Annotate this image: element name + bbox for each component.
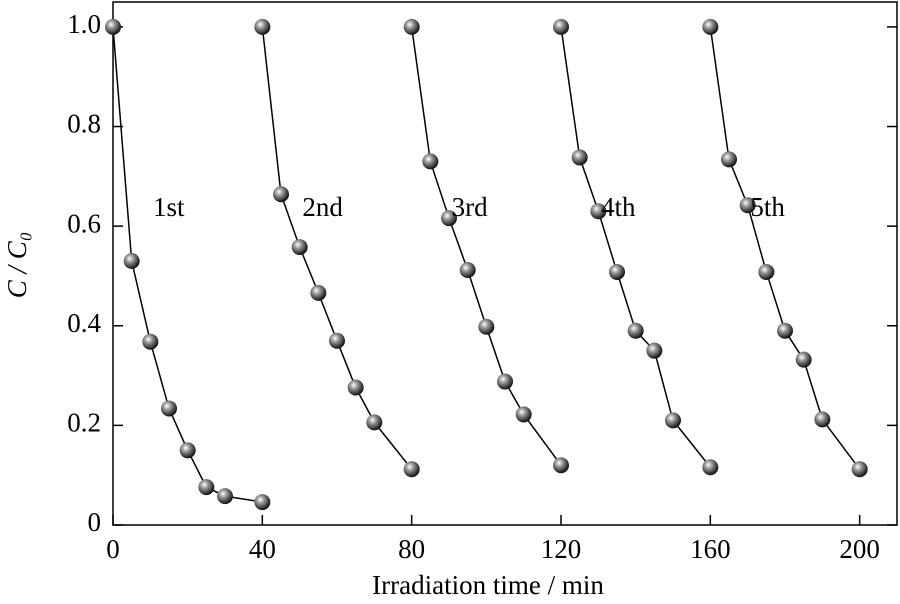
data-point	[739, 197, 756, 214]
data-point	[161, 400, 177, 417]
data-point	[777, 322, 793, 339]
data-point	[403, 461, 420, 478]
data-point	[347, 379, 364, 396]
data-point	[217, 488, 233, 505]
data-point	[310, 284, 327, 301]
data-point	[273, 186, 289, 203]
x-tick-label: 40	[249, 534, 276, 564]
series-label: 5th	[750, 192, 785, 222]
series-line	[261, 26, 413, 470]
y-tick-label: 0.2	[67, 408, 101, 438]
series-line	[709, 26, 861, 470]
y-tick-label: 0.8	[67, 109, 101, 139]
data-point	[553, 457, 569, 474]
data-point	[851, 461, 868, 478]
data-point	[665, 412, 681, 429]
data-point	[515, 406, 532, 423]
data-point	[646, 342, 663, 359]
data-point	[758, 263, 775, 280]
data-point	[254, 494, 271, 511]
data-point	[291, 239, 308, 256]
data-point	[627, 322, 644, 339]
data-point	[497, 373, 513, 390]
series-label: 3rd	[452, 192, 488, 222]
data-point	[441, 210, 457, 227]
data-point	[702, 18, 719, 35]
y-tick-label: 0.4	[67, 308, 101, 338]
data-point	[179, 442, 196, 459]
y-tick-label: 0.6	[67, 208, 101, 238]
data-point	[198, 479, 215, 496]
data-point	[571, 149, 588, 166]
plot-frame	[112, 1, 898, 526]
series-line	[410, 26, 562, 466]
y-tick-label: 0	[88, 507, 102, 537]
x-tick-label: 80	[398, 534, 425, 564]
x-tick-label: 0	[106, 534, 120, 564]
series-label: 2nd	[302, 192, 343, 222]
series-label: 1st	[153, 192, 185, 222]
data-point	[254, 18, 271, 35]
data-point	[553, 18, 569, 35]
x-tick-label: 200	[839, 534, 880, 564]
series-label: 4th	[601, 192, 636, 222]
data-point	[814, 411, 831, 428]
x-tick-label: 160	[690, 534, 731, 564]
data-point	[721, 151, 737, 168]
data-point	[590, 203, 607, 220]
data-point	[142, 333, 159, 350]
y-tick-label: 1.0	[67, 9, 101, 39]
data-point	[105, 18, 121, 35]
data-point	[422, 153, 439, 170]
data-point	[403, 18, 420, 35]
y-axis-label: C / C₀	[2, 232, 32, 298]
data-point	[795, 351, 812, 368]
data-point	[123, 253, 140, 270]
x-axis-label: Irradiation time / min	[372, 570, 604, 600]
data-point	[478, 318, 495, 335]
data-point	[609, 263, 625, 280]
data-point	[702, 459, 719, 476]
series-line	[560, 26, 711, 468]
data-point	[366, 414, 383, 431]
x-tick-label: 120	[541, 534, 582, 564]
data-point	[329, 332, 345, 349]
data-point	[459, 261, 476, 278]
